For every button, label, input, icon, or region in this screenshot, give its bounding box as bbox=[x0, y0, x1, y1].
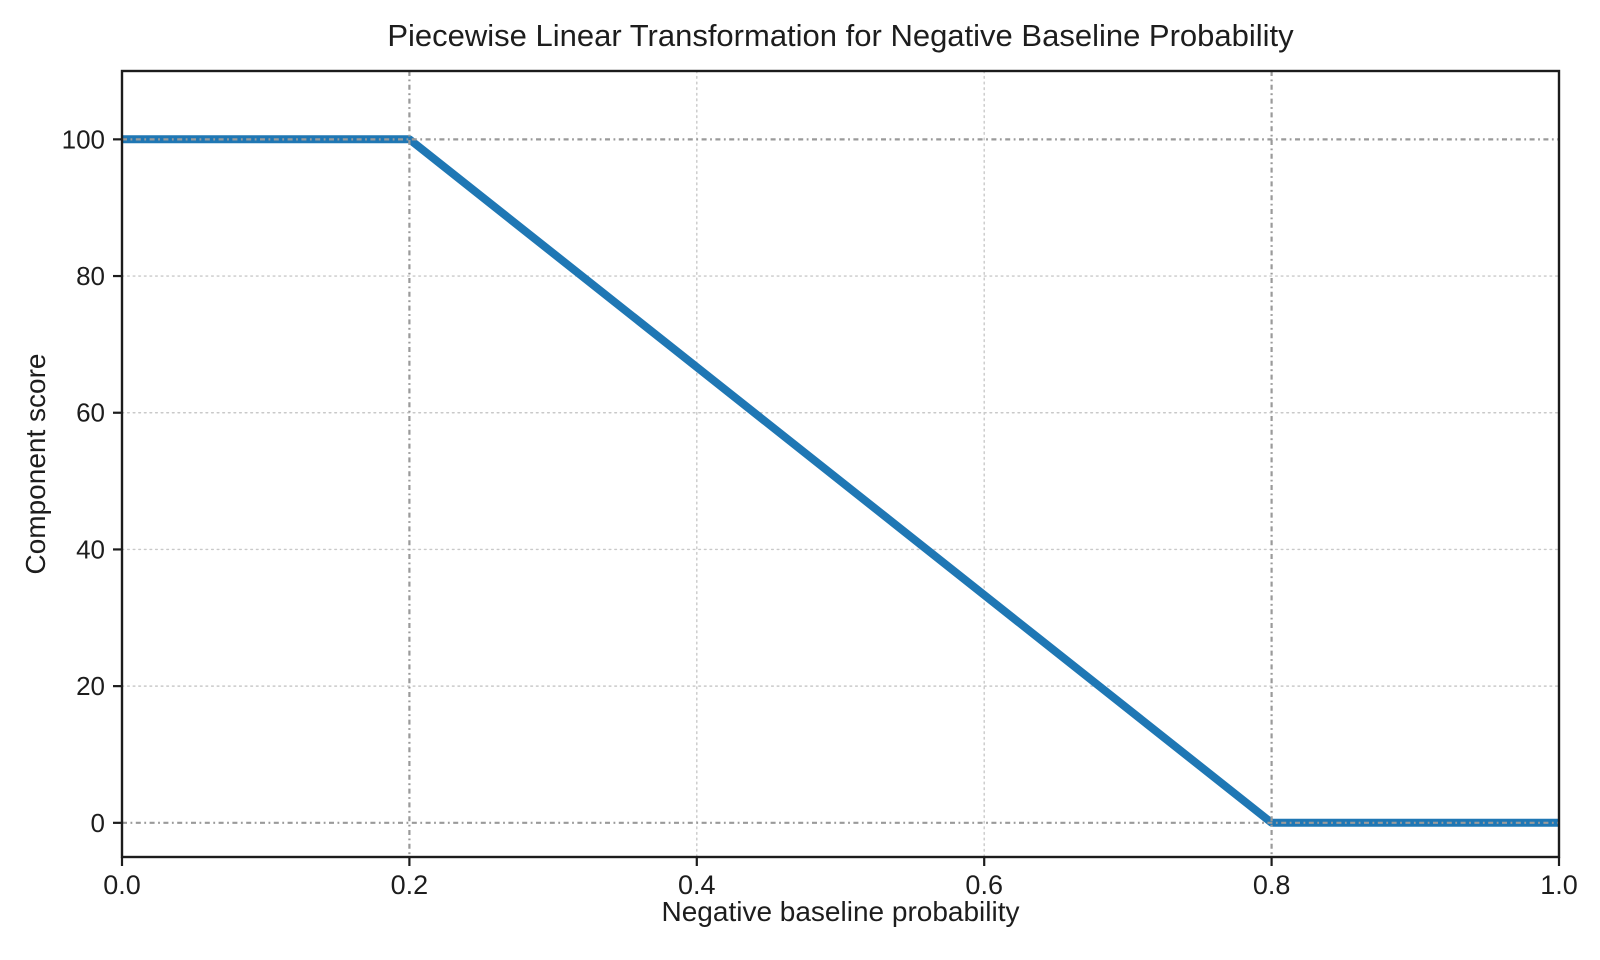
data-series bbox=[122, 135, 1559, 827]
x-tick-label: 0.4 bbox=[678, 870, 716, 900]
chart-title: Piecewise Linear Transformation for Nega… bbox=[387, 18, 1294, 53]
y-tick-label: 0 bbox=[91, 808, 105, 838]
x-axis-label: Negative baseline probability bbox=[661, 896, 1020, 927]
y-tick-label: 20 bbox=[76, 671, 105, 701]
x-ticks: 0.0 0.2 0.4 0.6 0.8 1.0 bbox=[103, 857, 1578, 900]
x-tick-label: 0.2 bbox=[391, 870, 429, 900]
y-tick-label: 60 bbox=[76, 398, 105, 428]
y-tick-label: 100 bbox=[62, 124, 105, 154]
plot-border bbox=[120, 69, 1561, 859]
x-tick-label: 0.6 bbox=[965, 870, 1003, 900]
gridlines bbox=[121, 70, 1560, 858]
data-line bbox=[122, 135, 1559, 827]
y-ticks: 0 20 40 60 80 100 bbox=[62, 124, 122, 838]
y-tick-label: 80 bbox=[76, 261, 105, 291]
y-tick-label: 40 bbox=[76, 534, 105, 564]
x-tick-label: 1.0 bbox=[1540, 870, 1578, 900]
x-tick-label: 0.0 bbox=[103, 870, 141, 900]
reference-lines bbox=[122, 71, 1559, 857]
x-tick-label: 0.8 bbox=[1253, 870, 1291, 900]
